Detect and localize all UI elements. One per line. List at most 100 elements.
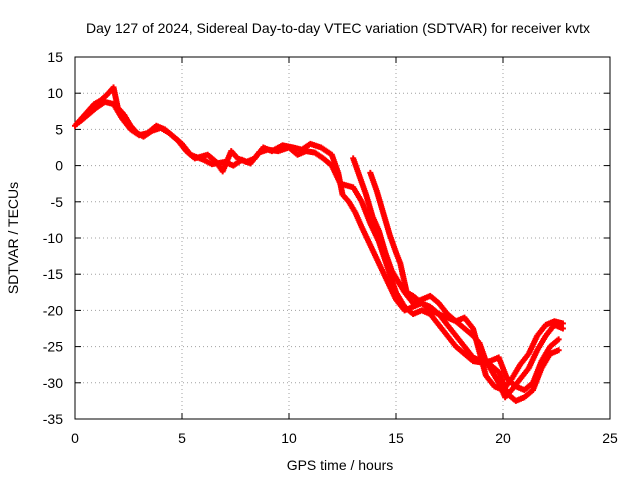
series-trace-segment: [367, 171, 380, 193]
series-trace-segment: [350, 157, 362, 178]
series-trace-segment: [501, 377, 514, 392]
series-trace-segment: [351, 185, 364, 204]
series-trace-segment: [483, 359, 495, 374]
series-trace-segment: [548, 337, 561, 349]
series-trace-segment: [94, 99, 107, 110]
series-trace-segment: [535, 334, 548, 352]
series-trace-segment: [544, 323, 557, 338]
y-tick-label: -35: [43, 411, 63, 427]
series-trace-segment: [526, 334, 540, 356]
series-trace-segment: [445, 323, 458, 338]
x-tick-label: 10: [281, 430, 297, 446]
series-trace-segment: [137, 130, 150, 138]
series-trace-segment: [402, 304, 415, 316]
series-trace-segment: [277, 145, 291, 154]
series-trace-segment: [509, 363, 523, 381]
series-trace-segment: [446, 315, 458, 324]
series-trace-segment: [530, 359, 544, 384]
series-trace-segment: [518, 366, 531, 381]
series-trace-segment: [210, 159, 226, 167]
series-trace-segment: [309, 141, 323, 150]
series-trace-segment: [359, 225, 373, 247]
series-trace-segment: [411, 294, 424, 305]
x-tick-label: 5: [178, 430, 186, 446]
series-trace-segment: [411, 308, 423, 317]
y-tick-label: -20: [43, 302, 63, 318]
series-trace-segment: [526, 348, 540, 370]
series-trace-segment: [382, 251, 395, 272]
series-trace-segment: [462, 352, 475, 363]
series-trace-segment: [129, 127, 141, 138]
series-trace-segment: [111, 102, 125, 120]
series-trace-segment: [146, 123, 158, 135]
series-trace-segment: [544, 318, 556, 328]
series-track-b: [76, 98, 562, 394]
series-trace-segment: [339, 181, 355, 190]
series-trace-segment: [420, 308, 432, 317]
series-trace-segment: [470, 327, 489, 377]
series-trace-segment: [454, 334, 467, 349]
x-tick-label: 25: [602, 430, 618, 446]
series-trace-segment: [363, 193, 375, 218]
series-trace-segment: [509, 377, 522, 392]
y-tick-label: 0: [55, 158, 63, 174]
y-tick-label: -15: [43, 266, 63, 282]
series-track-d: [367, 169, 566, 394]
series-trace-segment: [376, 261, 390, 283]
series-track-c: [350, 155, 566, 401]
y-axis-label: SDTVAR / TECUs: [5, 182, 21, 294]
series-trace-segment: [393, 251, 403, 265]
series-trace-segment: [514, 384, 526, 393]
series-trace-segment: [231, 157, 244, 168]
y-tick-label: -25: [43, 339, 63, 355]
chart-title: Day 127 of 2024, Sidereal Day-to-day VTE…: [86, 20, 590, 36]
series-trace-segment: [103, 99, 115, 107]
series-trace-segment: [189, 152, 205, 163]
series-trace-segment: [553, 318, 565, 326]
series-trace-segment: [420, 301, 432, 313]
series-trace-segment: [313, 150, 325, 161]
series-trace-segment: [353, 211, 364, 229]
series-trace-segment: [496, 356, 510, 381]
y-tick-label: -5: [51, 194, 64, 210]
series-trace-segment: [454, 344, 467, 356]
y-tick-label: 10: [47, 85, 63, 101]
series-trace-segment: [368, 243, 382, 265]
series-trace-segment: [202, 157, 214, 167]
x-tick-label: 0: [71, 430, 79, 446]
series-trace-segment: [503, 388, 514, 399]
y-axis: 15 10 5 0 -5 -10 -15 -20 -25 -30 -35: [43, 49, 610, 427]
series-trace-segment: [484, 374, 497, 388]
series-trace-segment: [437, 311, 449, 320]
series-trace-segment: [374, 189, 386, 214]
series-trace-segment: [387, 233, 399, 254]
series-trace-segment: [490, 370, 501, 385]
series-trace-segment: [428, 308, 441, 317]
series-trace-segment: [518, 352, 531, 367]
y-tick-label: -30: [43, 375, 63, 391]
y-tick-label: -10: [43, 230, 63, 246]
x-tick-label: 20: [495, 430, 511, 446]
series-trace-segment: [548, 347, 560, 357]
series-trace-segment: [357, 175, 369, 196]
series-trace-segment: [346, 200, 358, 215]
series-trace-segment: [389, 269, 401, 283]
y-tick-label: 5: [55, 121, 63, 137]
series-trace-segment: [522, 388, 535, 400]
series-trace-segment: [257, 147, 269, 155]
series-trace-segment: [405, 290, 415, 299]
series-trace-segment: [514, 395, 526, 404]
series-trace-segment: [155, 123, 167, 132]
series-trace-segment: [437, 323, 450, 338]
y-tick-label: 15: [47, 49, 63, 65]
series-trace-segment: [462, 316, 475, 330]
series-trace-segment: [266, 146, 280, 154]
series-trace-segment: [376, 229, 388, 254]
series-trace-segment: [180, 142, 193, 157]
series-trace-segment: [522, 381, 535, 392]
series-trace-segment: [329, 164, 343, 186]
data-points: [72, 84, 566, 404]
series-trace-segment: [291, 144, 304, 153]
series-trace-segment: [287, 145, 300, 157]
